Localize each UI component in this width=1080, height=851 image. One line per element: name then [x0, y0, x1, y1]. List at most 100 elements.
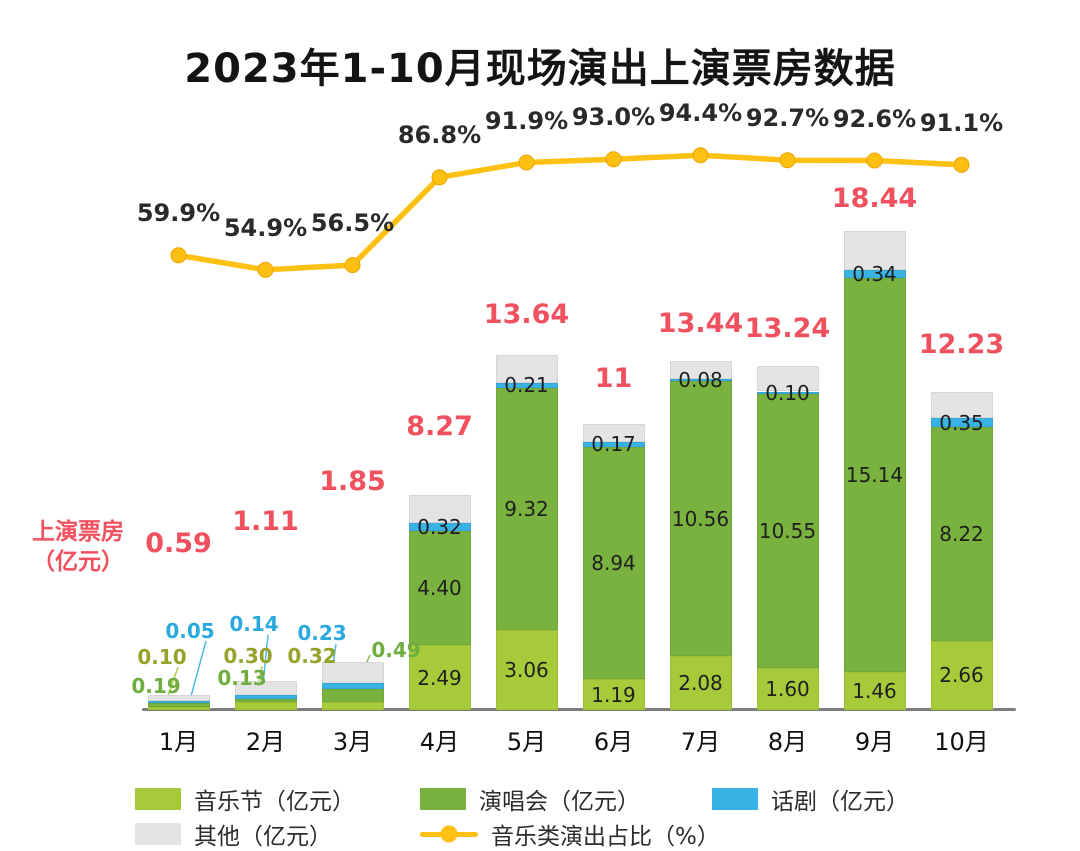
bar-segment-drama: [582, 442, 645, 447]
bar-segment-concert: [147, 702, 210, 708]
bar-segment-other: [669, 360, 732, 380]
segment-label-concert: 10.56: [671, 506, 730, 531]
line-percent-label: 59.9%: [136, 199, 221, 228]
bar-segment-festival: [669, 655, 732, 710]
segment-label-festival: 3.06: [504, 658, 549, 683]
bar-segment-other: [408, 495, 471, 523]
music-share-point-icon: [953, 156, 970, 173]
x-axis-label: 8月: [767, 728, 808, 756]
bar-segment-other: [147, 694, 210, 702]
total-label: 13.44: [657, 308, 744, 339]
music-share-point-icon: [779, 152, 796, 169]
bar-segment-festival: [147, 707, 210, 710]
callout-label-festival: 0.32: [287, 644, 337, 668]
bar-segment-concert: [495, 388, 558, 631]
bar-segment-festival: [756, 668, 819, 710]
legend-label-festival: 音乐节（亿元）: [194, 789, 355, 815]
segment-label-drama: 0.08: [678, 368, 723, 393]
line-percent-label: 92.7%: [745, 104, 830, 133]
bar-segment-concert: [843, 278, 906, 672]
bar-segment-drama: [495, 382, 558, 389]
total-label: 8.27: [406, 411, 473, 442]
legend-label-music-share: 音乐类演出占比（%）: [491, 824, 720, 850]
bar-segment-concert: [669, 381, 732, 656]
x-axis-label: 1月: [158, 728, 199, 756]
bar-segment-drama: [756, 391, 819, 395]
segment-label-festival: 2.49: [417, 665, 462, 690]
total-label: 13.64: [483, 299, 570, 330]
bar-segment-drama: [843, 269, 906, 279]
bar-segment-concert: [582, 446, 645, 679]
x-axis-label: 4月: [419, 728, 460, 756]
legend-item-festival: 音乐节（亿元）: [135, 782, 355, 816]
segment-label-drama: 0.21: [504, 373, 549, 398]
callout-label-concert: 0.49: [371, 638, 421, 662]
drama-swatch-icon: [712, 788, 758, 810]
bar-segment-festival: [408, 645, 471, 710]
legend-label-drama: 话剧（亿元）: [771, 789, 909, 815]
segment-label-festival: 1.60: [765, 677, 810, 702]
x-axis-label: 2月: [245, 728, 286, 756]
music-share-point-icon: [605, 151, 622, 168]
legend-item-drama: 话剧（亿元）: [712, 782, 909, 816]
bar-segment-concert: [234, 698, 297, 703]
callout-label-drama: 0.14: [229, 612, 279, 636]
callout-label-concert: 0.13: [217, 666, 267, 690]
bar-segment-other: [582, 424, 645, 443]
segment-label-festival: 1.46: [852, 679, 897, 703]
bar-segment-concert: [321, 688, 384, 702]
x-axis-label: 10月: [934, 728, 989, 756]
bar-segment-drama: [321, 683, 384, 689]
bar-segment-other: [930, 392, 993, 418]
bar-segment-festival: [495, 630, 558, 710]
segment-label-drama: 0.34: [852, 262, 897, 286]
total-label: 12.23: [918, 329, 1005, 360]
total-label: 1.85: [319, 466, 386, 497]
callout-label-festival: 0.10: [137, 645, 187, 669]
segment-label-festival: 2.66: [939, 663, 984, 688]
music-share-point-icon: [692, 147, 709, 164]
line-percent-label: 91.1%: [919, 108, 1004, 137]
segment-label-concert: 8.22: [939, 522, 984, 546]
bar-segment-other: [843, 230, 906, 270]
bar-segment-drama: [234, 695, 297, 699]
music-share-point-icon: [431, 169, 448, 186]
segment-label-festival: 2.08: [678, 671, 723, 695]
line-percent-label: 93.0%: [571, 103, 656, 132]
line-percent-label: 91.9%: [484, 106, 569, 135]
bar-segment-drama: [408, 522, 471, 531]
line-marker-icon: [420, 825, 478, 843]
bar-segment-festival: [321, 701, 384, 710]
segment-label-festival: 1.19: [591, 682, 636, 707]
bar-segment-festival: [582, 679, 645, 710]
bar-segment-concert: [408, 530, 471, 646]
line-percent-label: 86.8%: [397, 121, 482, 150]
bar-segment-other: [495, 355, 558, 383]
segment-label-concert: 8.94: [591, 550, 636, 575]
x-axis-label: 7月: [680, 728, 721, 756]
segment-label-concert: 10.55: [758, 519, 817, 544]
music-share-point-icon: [518, 154, 535, 171]
bar-segment-festival: [843, 672, 906, 710]
bar-segment-drama: [669, 379, 732, 382]
bar-segment-concert: [756, 394, 819, 669]
legend-item-music-share: 音乐类演出占比（%）: [420, 817, 720, 851]
total-label: 18.44: [831, 183, 918, 214]
line-percent-label: 56.5%: [310, 209, 395, 238]
legend-label-other: 其他（亿元）: [194, 824, 332, 850]
y-axis-label-line1: 上演票房: [32, 519, 124, 545]
total-label: 13.24: [744, 313, 831, 344]
segment-label-drama: 0.35: [939, 410, 984, 435]
legend-item-concert: 演唱会（亿元）: [420, 782, 640, 816]
bar-segment-other: [321, 661, 384, 683]
total-label: 1.11: [232, 506, 299, 537]
line-percent-label: 92.6%: [832, 104, 917, 133]
legend-label-concert: 演唱会（亿元）: [479, 789, 640, 815]
total-label: 0.59: [145, 528, 212, 559]
x-axis-label: 5月: [506, 728, 547, 756]
bar-segment-other: [234, 681, 297, 696]
segment-label-drama: 0.17: [591, 432, 636, 457]
legend-item-other: 其他（亿元）: [135, 817, 332, 851]
line-dot-icon: [440, 825, 458, 843]
